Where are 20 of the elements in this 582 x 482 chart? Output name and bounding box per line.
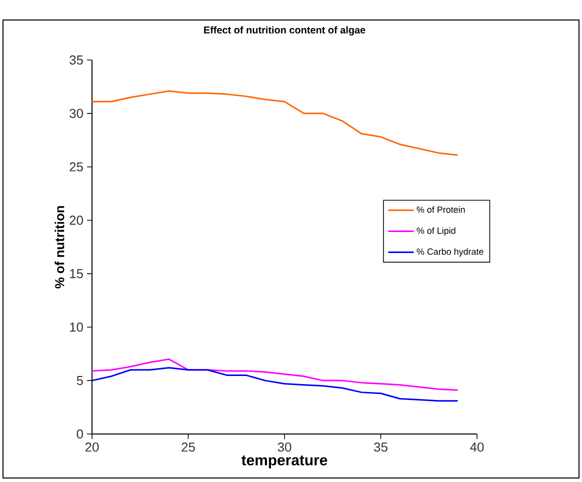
legend-label: % of Lipid bbox=[416, 227, 456, 236]
chart-title: Effect of nutrition content of algae bbox=[204, 26, 366, 36]
x-tick-label: 30 bbox=[278, 442, 292, 452]
y-tick-label: 35 bbox=[70, 55, 83, 65]
y-tick-label: 30 bbox=[70, 108, 83, 118]
y-tick-label: 25 bbox=[70, 162, 83, 172]
y-tick-label: 10 bbox=[70, 322, 83, 332]
line-series bbox=[91, 366, 459, 402]
x-tick-label: 25 bbox=[182, 442, 195, 452]
legend-label: % Carbo hydrate bbox=[416, 248, 484, 257]
y-tick-label: 0 bbox=[76, 429, 83, 439]
x-tick-label: 20 bbox=[85, 442, 99, 452]
x-axis-title: temperature bbox=[242, 456, 328, 468]
x-tick-label: 40 bbox=[470, 442, 484, 452]
y-axis-title: % of nutrition bbox=[54, 206, 64, 288]
x-tick-label: 35 bbox=[374, 442, 388, 452]
y-tick-label: 15 bbox=[70, 269, 83, 278]
y-tick-label: 20 bbox=[70, 216, 83, 225]
legend-label: % of Protein bbox=[416, 206, 465, 213]
y-tick-label: 5 bbox=[76, 376, 83, 386]
